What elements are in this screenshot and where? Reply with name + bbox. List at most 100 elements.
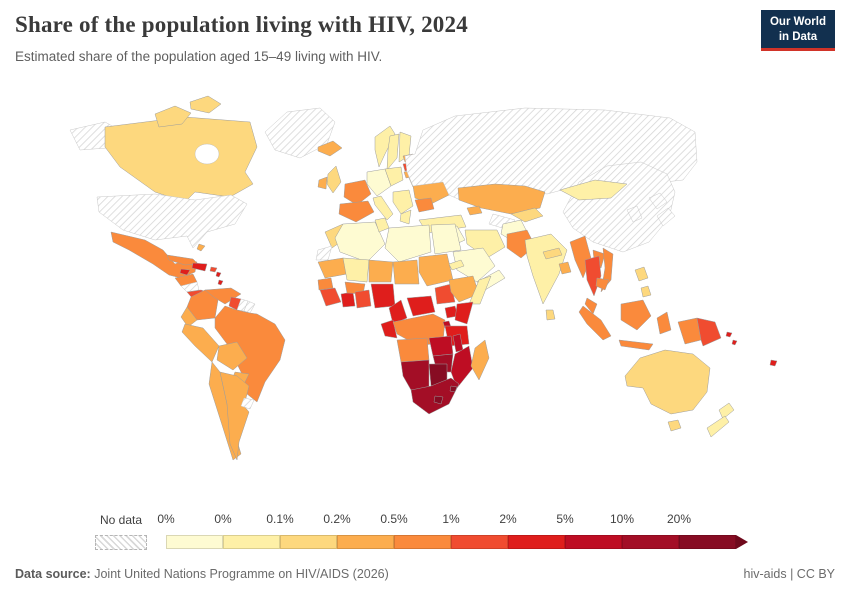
map-region-mali[interactable] <box>342 257 370 283</box>
map-region-uruguay[interactable] <box>240 397 255 410</box>
map-region-guinea[interactable] <box>319 287 342 307</box>
map-region-greece[interactable] <box>399 209 412 225</box>
map-region-france[interactable] <box>343 179 372 206</box>
map-region-sumatra[interactable] <box>578 305 612 341</box>
legend-color-swatch[interactable] <box>280 535 337 549</box>
map-region-congo-gabon[interactable] <box>380 319 398 339</box>
map-region-caucasus[interactable] <box>466 205 483 216</box>
map-region-central-europe[interactable] <box>366 168 392 197</box>
map-region-south-sudan[interactable] <box>434 283 456 305</box>
map-region-borneo[interactable] <box>620 299 652 331</box>
map-region-central-african-republic[interactable] <box>406 295 436 317</box>
map-region-iceland[interactable] <box>317 140 343 157</box>
license-text[interactable]: hiv-aids | CC BY <box>743 567 835 581</box>
map-region-solomon-islands[interactable] <box>725 331 733 338</box>
map-region-bolivia[interactable] <box>216 341 248 371</box>
map-region-sri-lanka[interactable] <box>545 309 556 321</box>
map-region-ghana-togo-benin[interactable] <box>354 289 372 309</box>
map-region-poland[interactable] <box>384 166 404 187</box>
map-region-mozambique[interactable] <box>450 345 474 389</box>
legend-color-swatch[interactable] <box>565 535 622 549</box>
map-region-australia[interactable] <box>624 349 711 415</box>
map-region-cameroon[interactable] <box>388 299 408 325</box>
map-region-kazakhstan[interactable] <box>457 183 546 215</box>
map-region-spain-portugal[interactable] <box>338 200 375 223</box>
map-region-new-zealand[interactable] <box>706 415 730 438</box>
legend-color-swatch[interactable] <box>622 535 679 549</box>
map-region-sudan[interactable] <box>418 253 454 287</box>
map-region-western-sahara[interactable] <box>315 245 333 261</box>
map-region-cambodia[interactable] <box>595 277 610 291</box>
map-region-java[interactable] <box>618 339 654 351</box>
legend-no-data[interactable]: No data <box>95 512 147 550</box>
map-region-zambia[interactable] <box>428 335 454 357</box>
legend-color-swatch[interactable] <box>508 535 565 549</box>
map-region-nepal[interactable] <box>542 247 563 260</box>
map-region-niger[interactable] <box>368 259 394 283</box>
map-region-namibia[interactable] <box>400 359 430 391</box>
map-region-hispaniola[interactable] <box>191 262 208 272</box>
map-region-mongolia[interactable] <box>559 179 628 201</box>
map-region-new-zealand[interactable] <box>718 402 735 420</box>
legend-tick-label: 5% <box>556 512 574 526</box>
map-region-sulawesi[interactable] <box>656 311 672 335</box>
map-region-united-kingdom[interactable] <box>326 165 342 194</box>
map-region-fiji[interactable] <box>769 359 778 367</box>
map-region-chad[interactable] <box>392 259 420 285</box>
map-region-cuba[interactable] <box>166 254 199 266</box>
map-region-jamaica[interactable] <box>179 268 191 276</box>
map-region-italy[interactable] <box>372 195 394 221</box>
map-region-bangladesh[interactable] <box>558 261 572 275</box>
map-region-puerto-rico[interactable] <box>209 266 218 273</box>
map-region-lesser-antilles[interactable] <box>215 271 222 278</box>
map-region-arctic-islands[interactable] <box>189 95 222 114</box>
legend-color-swatch[interactable] <box>166 535 223 549</box>
map-region-mauritania[interactable] <box>317 257 348 279</box>
map-region-ireland[interactable] <box>317 176 328 190</box>
no-data-swatch[interactable] <box>95 535 147 550</box>
map-region-bahamas[interactable] <box>196 243 206 252</box>
map-region-lesotho[interactable] <box>433 395 444 405</box>
map-region-balkans[interactable] <box>392 189 414 215</box>
map-region-argentina[interactable] <box>219 371 250 461</box>
map-region-egypt[interactable] <box>430 223 462 255</box>
map-region-solomon-islands[interactable] <box>731 339 738 346</box>
map-region-romania[interactable] <box>414 197 435 213</box>
map-region-japan[interactable] <box>656 207 676 227</box>
map-region-nicaragua[interactable] <box>180 281 200 293</box>
map-region-korea[interactable] <box>626 205 643 223</box>
map-region-greenland[interactable] <box>264 107 336 159</box>
map-region-lesser-antilles[interactable] <box>217 279 224 286</box>
map-region-nigeria[interactable] <box>370 283 396 309</box>
world-map[interactable] <box>35 92 815 507</box>
map-region-libya[interactable] <box>384 224 432 263</box>
map-region-kenya[interactable] <box>454 301 474 325</box>
legend-color-swatch[interactable] <box>451 535 508 549</box>
legend-color-swatch[interactable] <box>394 535 451 549</box>
map-region-angola[interactable] <box>396 337 430 363</box>
map-region-peru[interactable] <box>181 323 220 363</box>
map-region-uzbekistan[interactable] <box>510 207 544 223</box>
map-region-ethiopia[interactable] <box>448 275 480 303</box>
legend-color-swatch[interactable] <box>679 535 736 549</box>
legend-color-swatch[interactable] <box>337 535 394 549</box>
map-region-eswatini[interactable] <box>449 385 458 393</box>
map-region-tasmania[interactable] <box>667 419 682 432</box>
map-region-senegal[interactable] <box>317 277 334 291</box>
map-region-somalia[interactable] <box>468 275 492 305</box>
map-region-united-states[interactable] <box>96 193 248 249</box>
map-region-thailand[interactable] <box>584 255 602 297</box>
map-region-sweden[interactable] <box>386 133 400 171</box>
map-region-philippines[interactable] <box>634 266 649 282</box>
map-region-eritrea[interactable] <box>448 259 465 271</box>
map-region-canada[interactable] <box>104 116 258 203</box>
map-region-philippines[interactable] <box>640 285 652 298</box>
map-region-arctic-islands[interactable] <box>154 105 192 128</box>
legend-color-swatch[interactable] <box>223 535 280 549</box>
map-region-japan[interactable] <box>648 192 668 210</box>
map-region-cote-divoire[interactable] <box>340 291 356 308</box>
map-region-iran[interactable] <box>464 229 506 259</box>
map-region-madagascar[interactable] <box>470 339 490 381</box>
map-region-mexico[interactable] <box>110 231 198 279</box>
map-region-papua-new-guinea[interactable] <box>696 317 722 347</box>
